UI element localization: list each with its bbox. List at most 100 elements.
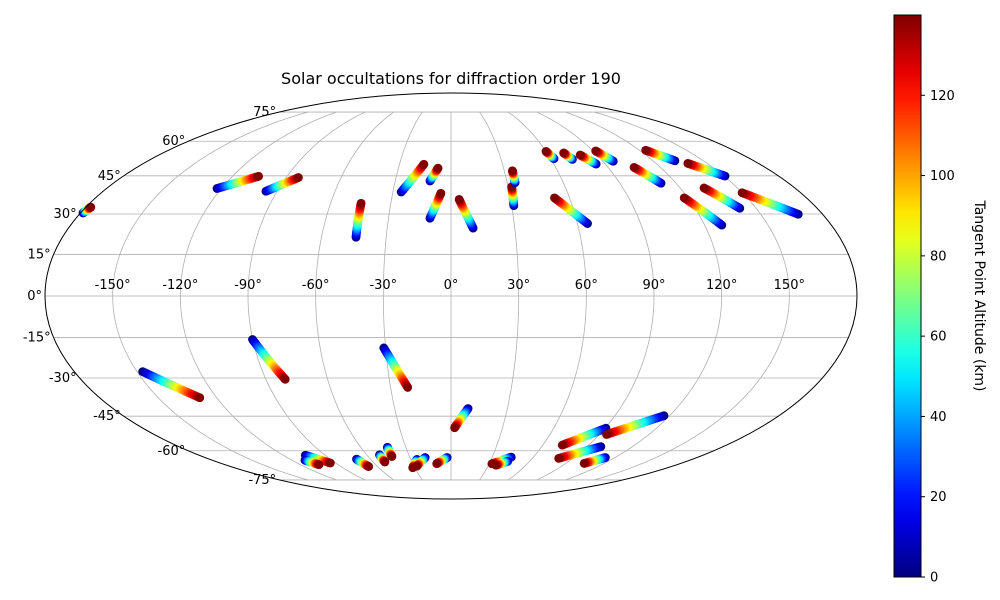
occultation-track (591, 146, 618, 166)
occultation-point (550, 193, 559, 203)
occultation-track (425, 163, 443, 186)
occultation-point (325, 458, 335, 468)
occultation-track (508, 166, 520, 188)
occultation-track (554, 442, 606, 463)
occultation-points (78, 145, 803, 473)
occultation-track (138, 367, 205, 403)
longitude-gridline (508, 111, 587, 481)
occultation-track (559, 148, 577, 164)
longitude-tick-label: -90° (234, 278, 262, 293)
longitude-tick-label: -120° (162, 278, 198, 293)
occultation-track (679, 193, 727, 230)
occultation-point (403, 383, 413, 392)
occultation-track (491, 456, 513, 470)
occultation-track (629, 162, 666, 188)
occultation-point (508, 166, 517, 176)
occultation-track (248, 335, 290, 384)
mollweide-map: -150° -120° -90° -60° -30° 0° 30° 60° 90° 120° 150… (23, 92, 858, 500)
occultation-point (699, 183, 709, 193)
occultation-point (554, 453, 564, 463)
occultation-track (541, 146, 559, 164)
occultation-point (432, 459, 442, 469)
occultation-point (602, 430, 611, 439)
longitude-tick-label: -150° (95, 278, 131, 293)
occultation-track (261, 173, 303, 196)
colorbar-gradient (893, 14, 922, 578)
occultation-point (683, 158, 693, 168)
latitude-tick-label: 0° (27, 289, 42, 304)
longitude-gridline (247, 111, 366, 481)
occultation-point (629, 162, 639, 172)
occultation-track (78, 202, 96, 218)
occultation-track (737, 188, 803, 219)
occultation-track (641, 145, 680, 166)
colorbar: 0 20 40 60 80 100 120 Tangent Point Altitude (… (893, 14, 987, 586)
occultation-point (86, 202, 96, 212)
latitude-tick-label: 30° (54, 207, 77, 222)
colorbar-tick-label: 100 (930, 169, 955, 184)
occultation-track (396, 159, 429, 197)
latitude-tick-label: -15° (23, 331, 51, 346)
occultation-track (450, 404, 473, 433)
occultation-point (280, 374, 290, 384)
latitude-tick-labels: -75° -60° -45° -30° -15° 0° 15° 30° 45° 60° 75° (23, 105, 276, 488)
latitude-tick-label: 15° (28, 247, 51, 262)
longitude-tick-label: -60° (302, 278, 330, 293)
occultation-point (254, 171, 264, 181)
colorbar-tick-label: 40 (930, 410, 947, 425)
latitude-tick-label: -60° (158, 444, 186, 459)
colorbar-tick-label: 80 (930, 249, 947, 264)
occultation-point (557, 440, 567, 450)
occultation-track (212, 171, 264, 193)
occultation-track (432, 453, 452, 469)
occultation-track (579, 453, 610, 468)
latitude-tick-label: 75° (253, 105, 276, 120)
longitude-tick-labels: -150° -120° -90° -60° -30° 0° 30° 60° 90° 120° 150… (95, 278, 805, 293)
occultation-point (294, 173, 303, 182)
occultation-track (683, 158, 730, 181)
longitude-gridline (479, 111, 520, 481)
occultation-track (412, 453, 430, 471)
occultation-point (737, 188, 747, 198)
longitude-gridline (179, 111, 337, 481)
latitude-tick-label: 60° (162, 134, 185, 149)
occultation-point (591, 146, 601, 156)
occultation-point (579, 459, 589, 468)
longitude-gridline (112, 111, 308, 481)
occultation-track (379, 343, 413, 392)
occultation-track (699, 183, 745, 213)
occultation-track (375, 450, 390, 467)
occultation-track (602, 411, 669, 439)
graticule-grid (45, 111, 857, 481)
longitude-tick-label: 0° (444, 278, 459, 293)
longitude-gridline (382, 111, 423, 481)
occultation-point (419, 159, 429, 169)
occultation-track (557, 423, 611, 450)
colorbar-ticks: 0 20 40 60 80 100 120 (921, 89, 955, 586)
occultation-track (351, 198, 366, 242)
occultation-point (541, 146, 551, 156)
occultation-point (356, 198, 366, 208)
longitude-tick-label: 60° (575, 278, 598, 293)
latitude-tick-label: -30° (49, 371, 77, 386)
occultation-track (352, 454, 374, 471)
occultation-track (575, 150, 601, 169)
occultation-point (575, 150, 585, 160)
occultation-point (450, 423, 459, 433)
occultation-point (454, 195, 464, 204)
occultation-point (491, 460, 501, 470)
latitude-tick-label: -75° (248, 473, 276, 488)
longitude-tick-label: 90° (642, 278, 665, 293)
longitude-gridline (315, 111, 394, 481)
colorbar-tick-label: 120 (930, 89, 955, 104)
occultation-point (387, 452, 397, 461)
longitude-gridline (594, 111, 790, 481)
latitude-tick-label: 45° (98, 169, 121, 184)
longitude-tick-label: 150° (774, 278, 805, 293)
colorbar-tick-label: 60 (930, 330, 947, 345)
longitude-gridline (565, 111, 723, 481)
occultation-point (195, 393, 205, 403)
occultation-point (380, 457, 390, 467)
occultation-point (433, 163, 443, 173)
